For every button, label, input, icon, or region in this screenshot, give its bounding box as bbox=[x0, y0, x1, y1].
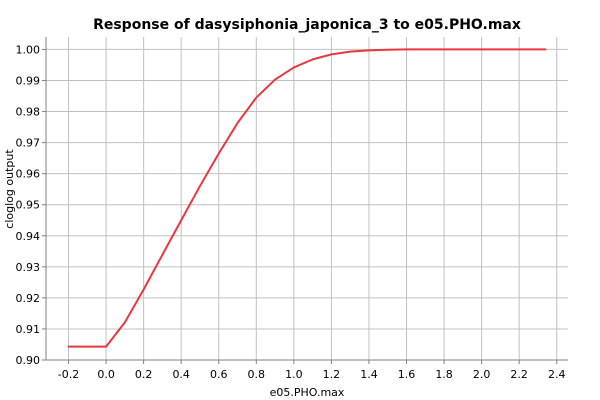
y-tick-label: 0.92 bbox=[16, 292, 41, 305]
x-tick-label: -0.2 bbox=[58, 368, 79, 381]
x-tick-label: 1.2 bbox=[323, 368, 341, 381]
series-line bbox=[67, 48, 547, 348]
x-tick-label: 0.0 bbox=[97, 368, 115, 381]
y-tick-label: 0.96 bbox=[16, 168, 41, 181]
y-tick-label: 0.95 bbox=[16, 199, 41, 212]
y-tick-label: 0.99 bbox=[16, 74, 41, 87]
y-tick-label: 0.94 bbox=[16, 230, 41, 243]
x-tick-label: 0.2 bbox=[135, 368, 153, 381]
plot-background bbox=[46, 37, 568, 360]
x-tick-label: 2.0 bbox=[473, 368, 491, 381]
x-tick-label: 1.0 bbox=[285, 368, 303, 381]
x-tick-label: 1.4 bbox=[360, 368, 378, 381]
y-tick-label: 0.90 bbox=[16, 354, 41, 367]
y-tick-label: 0.98 bbox=[16, 106, 41, 119]
x-tick-label: 0.4 bbox=[172, 368, 190, 381]
plot-area: -0.2 0.0 0.2 0.4 0.6 0.8 1.0 1.2 1.4 1.6 1.8 2.0 2.2… bbox=[16, 37, 568, 381]
chart-title: Response of dasysiphonia_japonica_3 to e… bbox=[93, 17, 521, 33]
y-tick-label: 0.91 bbox=[16, 323, 41, 336]
x-tick-label: 0.6 bbox=[210, 368, 228, 381]
x-tick-label: 2.4 bbox=[548, 368, 566, 381]
x-tick-label: 1.6 bbox=[398, 368, 416, 381]
y-tick-label: 1.00 bbox=[16, 43, 41, 56]
y-axis-label: cloglog output bbox=[3, 149, 16, 229]
x-tick-label: 0.8 bbox=[248, 368, 266, 381]
y-tick-label: 0.97 bbox=[16, 137, 41, 150]
x-tick-label: 1.8 bbox=[435, 368, 453, 381]
y-tick-label: 0.93 bbox=[16, 261, 41, 274]
x-axis-label: e05.PHO.max bbox=[270, 386, 345, 399]
x-tick-label: 2.2 bbox=[510, 368, 528, 381]
